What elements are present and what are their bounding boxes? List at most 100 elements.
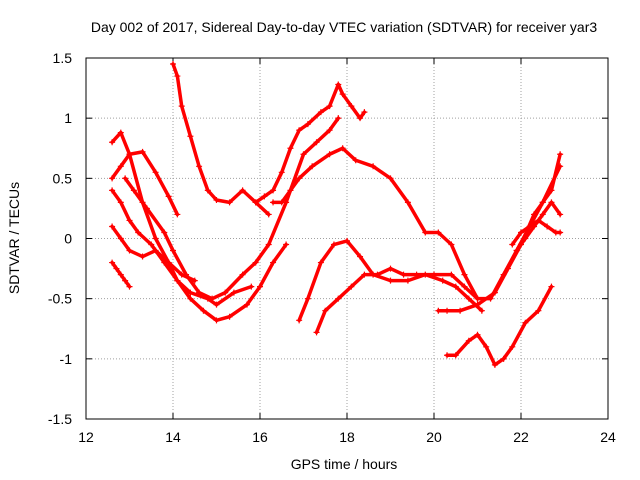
series-segment (440, 278, 458, 289)
series-segment (541, 188, 554, 205)
data-point (361, 109, 368, 116)
series-segment (301, 140, 319, 157)
series-segment (214, 314, 232, 323)
axis-ticks: 12 14 16 18 20 22 24 -1.5 -1 -0.5 0 0.5 1 1.5 (48, 50, 616, 445)
series-segment (288, 176, 301, 193)
series-segment (349, 272, 367, 289)
data-point (404, 277, 411, 284)
data-point (509, 343, 516, 350)
data-point (339, 145, 346, 152)
data-point (200, 307, 207, 314)
data-point (109, 175, 116, 182)
data-point (287, 145, 294, 152)
series-segment (458, 302, 480, 313)
series-segment (327, 116, 341, 132)
data-point (404, 199, 411, 206)
series-segment (510, 320, 528, 349)
data-point (161, 229, 168, 236)
data-point (504, 265, 511, 272)
series-segment (119, 130, 132, 157)
series-segment (210, 290, 227, 301)
data-point (531, 211, 538, 218)
data-point (361, 271, 368, 278)
series-segment (323, 296, 341, 313)
data-point (109, 223, 116, 230)
series-segment (214, 290, 236, 307)
data-point (174, 211, 181, 218)
series-segment (110, 188, 123, 205)
series-segment (454, 284, 471, 301)
data-point (474, 331, 481, 338)
data-point (187, 295, 194, 302)
data-point (474, 295, 481, 302)
series-segment (162, 230, 175, 253)
series-segment (514, 236, 528, 253)
series-segment (232, 284, 254, 295)
series-segment (127, 248, 145, 259)
series-segment (549, 200, 562, 217)
series-segment (140, 150, 158, 175)
data-point (191, 277, 198, 284)
data-point (270, 259, 277, 266)
series-segment (110, 224, 123, 241)
data-point (213, 196, 220, 203)
series-segment (536, 284, 554, 313)
series-segment (523, 308, 541, 325)
series-segment (327, 146, 345, 157)
series-arc-15 (513, 199, 564, 254)
data-point (122, 175, 129, 182)
data-point (113, 265, 120, 272)
x-tick-label: 24 (600, 429, 616, 445)
data-point (313, 139, 320, 146)
data-point (309, 163, 316, 170)
data-point (313, 329, 320, 336)
series-segment (319, 104, 332, 114)
series-segment (484, 345, 497, 367)
data-point (326, 127, 333, 134)
data-point (387, 277, 394, 284)
data-point (178, 103, 185, 110)
series-segment (306, 110, 323, 126)
data-point (135, 229, 142, 236)
data-point (117, 163, 124, 170)
data-point (465, 295, 472, 302)
series-segment (245, 284, 262, 307)
series-segment (345, 239, 362, 259)
series-arc-7 (170, 61, 272, 218)
y-tick-label: -1 (60, 351, 73, 367)
series-segment (388, 266, 406, 277)
series-segment (406, 200, 428, 235)
data-point (174, 277, 181, 284)
series-segment (184, 272, 201, 295)
series-arc-13 (444, 283, 555, 368)
data-point (544, 223, 551, 230)
data-point (531, 223, 538, 230)
series-segment (510, 230, 523, 247)
data-point (257, 283, 263, 290)
data-point (296, 127, 303, 134)
data-point (491, 361, 498, 368)
series-segment (336, 284, 354, 301)
data-point (457, 307, 464, 314)
data-point (435, 307, 442, 314)
series-segment (306, 260, 323, 301)
data-point (287, 187, 294, 194)
x-tick-label: 14 (165, 429, 181, 445)
series-segment (297, 164, 314, 181)
data-point (230, 289, 237, 296)
data-point (539, 211, 546, 218)
data-point (352, 157, 359, 164)
series-segment (179, 104, 193, 138)
series-segment (188, 296, 206, 313)
data-point (278, 199, 285, 206)
series-segment (166, 260, 184, 277)
data-point (270, 199, 277, 206)
series-segment (536, 218, 549, 229)
data-point (339, 91, 346, 98)
data-point (196, 163, 203, 170)
series-segment (262, 188, 275, 199)
data-point (444, 307, 451, 314)
series-segment (375, 266, 393, 277)
series-segment (371, 164, 393, 181)
